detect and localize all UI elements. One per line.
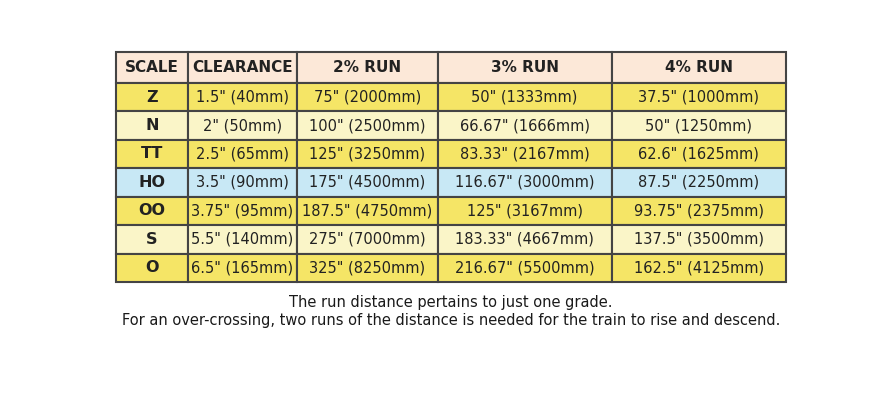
Text: 2% RUN: 2% RUN	[334, 60, 401, 75]
Bar	[116, 254, 187, 282]
Bar	[116, 52, 187, 83]
Bar	[437, 254, 612, 282]
Text: 50" (1250mm): 50" (1250mm)	[645, 118, 752, 133]
Text: 62.6" (1625mm): 62.6" (1625mm)	[638, 146, 759, 162]
Text: N: N	[145, 118, 158, 133]
Bar	[437, 83, 612, 111]
Bar	[612, 168, 786, 197]
Bar	[187, 52, 297, 83]
Text: 216.67" (5500mm): 216.67" (5500mm)	[455, 261, 595, 275]
Text: 1.5" (40mm): 1.5" (40mm)	[196, 89, 289, 105]
Text: 37.5" (1000mm): 37.5" (1000mm)	[638, 89, 759, 105]
Text: S: S	[146, 232, 158, 247]
Bar	[187, 83, 297, 111]
Text: 2" (50mm): 2" (50mm)	[203, 118, 282, 133]
Text: 100" (2500mm): 100" (2500mm)	[309, 118, 426, 133]
Text: TT: TT	[141, 146, 163, 162]
Text: 75" (2000mm): 75" (2000mm)	[313, 89, 421, 105]
Text: 93.75" (2375mm): 93.75" (2375mm)	[634, 203, 764, 219]
Text: The run distance pertains to just one grade.: The run distance pertains to just one gr…	[290, 295, 612, 310]
Bar	[612, 140, 786, 168]
Bar	[437, 197, 612, 225]
Bar	[116, 83, 187, 111]
Bar	[187, 197, 297, 225]
Bar	[612, 197, 786, 225]
Bar	[297, 52, 437, 83]
Bar	[187, 111, 297, 140]
Bar	[297, 111, 437, 140]
Bar	[297, 168, 437, 197]
Bar	[187, 140, 297, 168]
Text: CLEARANCE: CLEARANCE	[192, 60, 293, 75]
Bar	[437, 52, 612, 83]
Text: 3.5" (90mm): 3.5" (90mm)	[196, 175, 289, 190]
Text: 116.67" (3000mm): 116.67" (3000mm)	[455, 175, 594, 190]
Bar	[437, 140, 612, 168]
Text: OO: OO	[138, 203, 165, 219]
Text: SCALE: SCALE	[125, 60, 179, 75]
Text: O: O	[145, 261, 158, 275]
Bar	[612, 254, 786, 282]
Bar	[612, 225, 786, 254]
Text: 2.5" (65mm): 2.5" (65mm)	[196, 146, 289, 162]
Bar	[612, 52, 786, 83]
Text: 125" (3167mm): 125" (3167mm)	[466, 203, 583, 219]
Bar	[297, 197, 437, 225]
Text: 187.5" (4750mm): 187.5" (4750mm)	[302, 203, 432, 219]
Bar	[612, 83, 786, 111]
Bar	[187, 225, 297, 254]
Bar	[116, 140, 187, 168]
Bar	[187, 254, 297, 282]
Text: For an over-crossing, two runs of the distance is needed for the train to rise a: For an over-crossing, two runs of the di…	[121, 313, 781, 328]
Bar	[187, 168, 297, 197]
Text: 83.33" (2167mm): 83.33" (2167mm)	[459, 146, 590, 162]
Text: 4% RUN: 4% RUN	[664, 60, 733, 75]
Bar	[116, 168, 187, 197]
Text: HO: HO	[138, 175, 165, 190]
Text: 137.5" (3500mm): 137.5" (3500mm)	[634, 232, 764, 247]
Bar	[116, 111, 187, 140]
Bar	[297, 225, 437, 254]
Text: 66.67" (1666mm): 66.67" (1666mm)	[459, 118, 590, 133]
Bar	[116, 225, 187, 254]
Bar	[116, 197, 187, 225]
Bar	[437, 111, 612, 140]
Bar	[437, 168, 612, 197]
Text: 5.5" (140mm): 5.5" (140mm)	[191, 232, 294, 247]
Text: 325" (8250mm): 325" (8250mm)	[309, 261, 425, 275]
Bar	[297, 140, 437, 168]
Text: 87.5" (2250mm): 87.5" (2250mm)	[638, 175, 759, 190]
Text: Z: Z	[146, 89, 158, 105]
Text: 6.5" (165mm): 6.5" (165mm)	[191, 261, 294, 275]
Text: 3% RUN: 3% RUN	[491, 60, 559, 75]
Bar	[297, 254, 437, 282]
Bar	[297, 83, 437, 111]
Text: 183.33" (4667mm): 183.33" (4667mm)	[455, 232, 594, 247]
Bar	[612, 111, 786, 140]
Text: 162.5" (4125mm): 162.5" (4125mm)	[634, 261, 764, 275]
Bar	[437, 225, 612, 254]
Text: 275" (7000mm): 275" (7000mm)	[309, 232, 426, 247]
Text: 3.75" (95mm): 3.75" (95mm)	[191, 203, 294, 219]
Text: 175" (4500mm): 175" (4500mm)	[309, 175, 425, 190]
Text: 50" (1333mm): 50" (1333mm)	[472, 89, 578, 105]
Text: 125" (3250mm): 125" (3250mm)	[309, 146, 425, 162]
